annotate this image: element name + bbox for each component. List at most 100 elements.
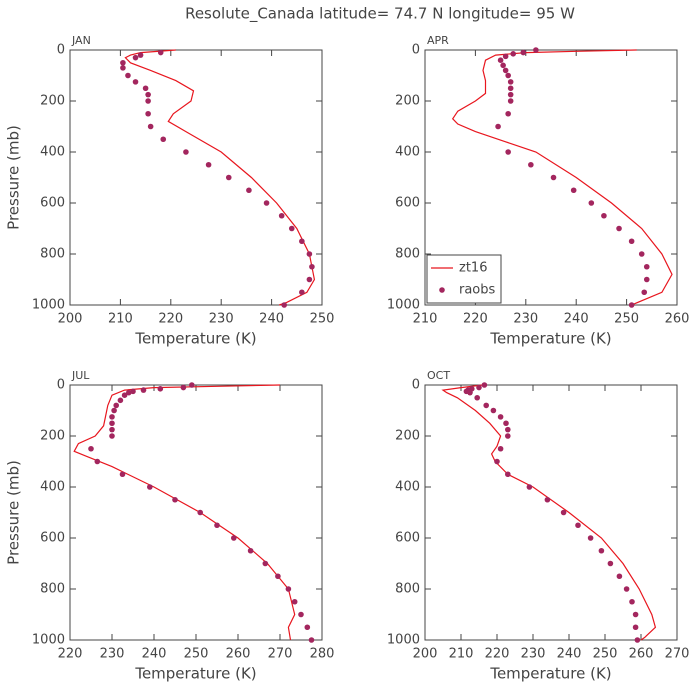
raob-point — [109, 414, 115, 420]
x-tick-label: 250 — [310, 312, 335, 327]
raob-point — [505, 426, 511, 433]
y-tick-label: 600 — [40, 531, 65, 546]
y-axis-label: Pressure (mb) — [5, 125, 23, 230]
raob-point — [500, 62, 506, 69]
y-tick-label: 200 — [40, 94, 65, 109]
panel-title: APR — [427, 34, 449, 47]
raob-point — [634, 637, 641, 643]
y-tick-label: 800 — [395, 247, 420, 262]
raob-point — [505, 471, 511, 478]
x-tick-label: 220 — [58, 647, 83, 662]
y-tick-label: 1000 — [32, 298, 65, 313]
raob-point — [126, 389, 132, 396]
raob-point — [575, 522, 581, 529]
raob-point — [623, 586, 630, 592]
raob-point — [503, 420, 509, 427]
x-tick-label: 260 — [226, 647, 251, 662]
plot-frame — [69, 49, 323, 306]
x-tick-label: 210 — [108, 312, 133, 327]
raob-point — [145, 91, 151, 98]
raob-point — [632, 624, 639, 631]
raob-point — [120, 59, 126, 66]
raob-point — [291, 598, 298, 605]
raob-point — [263, 200, 270, 206]
raob-point — [109, 426, 115, 433]
y-tick-label: 0 — [57, 43, 65, 58]
x-tick-label: 210 — [413, 312, 438, 327]
raob-point — [601, 212, 607, 219]
raob-point — [570, 187, 577, 194]
x-axis-label: Temperature (K) — [134, 665, 256, 683]
x-axis-label: Temperature (K) — [489, 665, 611, 683]
y-tick-label: 200 — [395, 94, 420, 109]
raob-point — [520, 49, 527, 56]
raob-point — [526, 484, 533, 490]
profile-line — [451, 49, 673, 306]
plot-frame — [424, 49, 678, 306]
raob-point — [483, 402, 490, 409]
raob-point — [214, 522, 220, 529]
raob-point — [638, 251, 645, 257]
x-tick-label: 210 — [449, 647, 474, 662]
x-axis-label: Temperature (K) — [134, 330, 256, 348]
raob-point — [231, 535, 237, 541]
raob-point — [497, 57, 504, 63]
raob-point — [528, 161, 534, 168]
legend-label: zt16 — [459, 261, 487, 276]
raob-point — [132, 54, 139, 61]
raob-point — [628, 238, 635, 245]
raob-point — [113, 402, 119, 409]
raob-point — [643, 276, 650, 283]
y-tick-label: 600 — [395, 196, 420, 211]
raob-point — [467, 389, 473, 396]
raob-point — [505, 110, 511, 117]
x-tick-label: 220 — [463, 312, 488, 327]
raob-point — [616, 573, 623, 580]
x-tick-label: 230 — [521, 647, 546, 662]
figure-title: Resolute_Canada latitude= 74.7 N longitu… — [185, 5, 575, 24]
raob-point — [120, 65, 126, 71]
y-tick-label: 400 — [395, 145, 420, 160]
x-tick-label: 220 — [158, 312, 183, 327]
raob-point — [533, 47, 539, 53]
profile-line — [441, 384, 657, 641]
raob-point — [225, 174, 232, 181]
raob-point — [121, 392, 128, 399]
raob-point — [147, 484, 153, 490]
y-tick-label: 400 — [395, 480, 420, 495]
raob-point — [189, 382, 195, 388]
raob-point — [140, 387, 147, 393]
x-tick-label: 230 — [209, 312, 234, 327]
profile-line — [124, 49, 316, 306]
x-tick-label: 240 — [564, 312, 589, 327]
raob-point — [507, 79, 514, 85]
raob-point — [495, 123, 501, 130]
raob-point — [180, 384, 187, 391]
x-tick-label: 200 — [413, 647, 438, 662]
raob-point — [109, 433, 115, 439]
raob-point — [145, 110, 151, 117]
raob-point — [306, 251, 313, 257]
raob-point — [497, 445, 504, 452]
raob-point — [298, 611, 304, 618]
raob-point — [505, 433, 511, 439]
raob-point — [275, 573, 281, 580]
x-axis-label: Temperature (K) — [489, 330, 611, 348]
raob-point — [109, 420, 115, 427]
x-tick-label: 270 — [268, 647, 293, 662]
raob-point — [476, 384, 482, 391]
y-tick-label: 1000 — [32, 633, 65, 648]
plot-frame — [69, 384, 323, 641]
legend-box — [426, 254, 502, 304]
raob-point — [285, 586, 292, 592]
y-axis-label: Pressure (mb) — [5, 460, 23, 565]
y-tick-label: 0 — [412, 43, 420, 58]
raob-point — [628, 302, 635, 308]
raob-point — [132, 79, 139, 85]
x-tick-label: 250 — [614, 312, 639, 327]
raob-point — [183, 149, 189, 155]
y-tick-label: 600 — [395, 531, 420, 546]
y-tick-label: 200 — [395, 429, 420, 444]
panel-title: OCT — [427, 369, 450, 382]
